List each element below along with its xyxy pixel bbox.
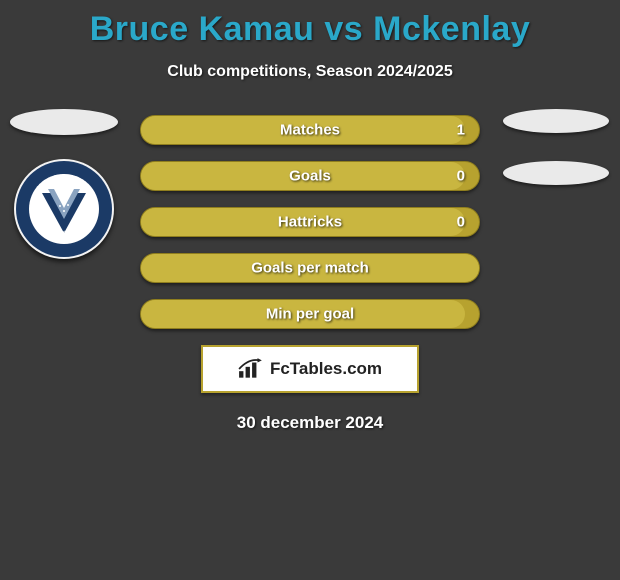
left-player-col: MELBOURNE Victory xyxy=(4,109,124,259)
stat-bars: Matches 1 Goals 0 Hattricks 0 Goals per … xyxy=(140,115,480,329)
bar-label: Matches xyxy=(280,122,340,139)
bar-label: Hattricks xyxy=(278,214,342,231)
stats-area: MELBOURNE Victory xyxy=(0,115,620,433)
page-title: Bruce Kamau vs Mckenlay xyxy=(0,0,620,49)
melbourne-victory-badge: MELBOURNE Victory xyxy=(14,159,114,259)
bar-value: 0 xyxy=(457,214,465,231)
player-left-name-oval xyxy=(10,109,118,135)
stat-bar-goals-per-match: Goals per match xyxy=(140,253,480,283)
player-left-badge: MELBOURNE Victory xyxy=(14,159,114,259)
stat-bar-matches: Matches 1 xyxy=(140,115,480,145)
bar-value: 0 xyxy=(457,168,465,185)
generated-date: 30 december 2024 xyxy=(0,413,620,433)
fctables-text: FcTables.com xyxy=(270,359,382,379)
bar-label: Goals per match xyxy=(251,260,369,277)
page-subtitle: Club competitions, Season 2024/2025 xyxy=(0,63,620,81)
bar-label: Min per goal xyxy=(266,306,354,323)
stat-bar-hattricks: Hattricks 0 xyxy=(140,207,480,237)
bar-chart-icon xyxy=(238,358,264,380)
right-player-col xyxy=(496,109,616,209)
fctables-logo-box[interactable]: FcTables.com xyxy=(201,345,419,393)
bar-label: Goals xyxy=(289,168,331,185)
player-right-name-oval xyxy=(503,109,609,133)
stat-bar-goals: Goals 0 xyxy=(140,161,480,191)
stat-bar-min-per-goal: Min per goal xyxy=(140,299,480,329)
bar-value: 1 xyxy=(457,122,465,139)
player-right-badge-oval xyxy=(503,161,609,185)
